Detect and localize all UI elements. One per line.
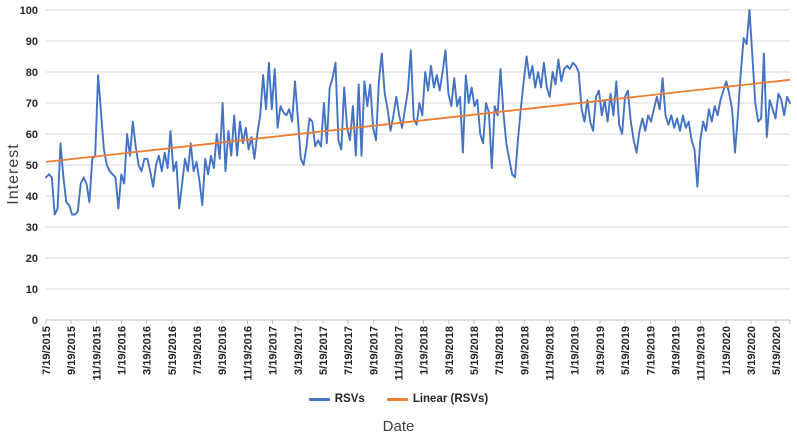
x-tick-label: 5/19/2019 <box>620 326 632 375</box>
x-tick-label: 1/19/2019 <box>570 326 582 375</box>
x-axis-title: Date <box>382 418 415 435</box>
x-tick-label: 11/19/2017 <box>394 326 406 380</box>
legend-label-linear: Linear (RSVs) <box>412 393 489 405</box>
x-axis <box>45 319 791 324</box>
x-tick-label: 1/19/2017 <box>268 326 280 375</box>
x-tick-label: 3/19/2019 <box>595 326 607 375</box>
y-tick-label: 70 <box>26 98 38 110</box>
series-lines <box>45 9 791 216</box>
y-tick-label: 100 <box>20 5 38 17</box>
y-tick-label: 20 <box>26 253 38 265</box>
x-tick-label: 1/19/2020 <box>721 326 733 375</box>
y-tick-label: 0 <box>32 315 38 327</box>
x-tick-label: 5/19/2020 <box>771 326 783 375</box>
x-tick-label: 7/19/2015 <box>41 326 53 375</box>
y-tick-label: 40 <box>26 191 38 203</box>
y-tick-label: 50 <box>26 160 38 172</box>
rsvs-line <box>45 9 791 216</box>
legend-item-rsvs: RSVs <box>308 393 365 405</box>
x-tick-label: 1/19/2018 <box>419 326 431 375</box>
x-tick-label: 3/19/2020 <box>746 326 758 375</box>
x-tick-label: 7/19/2018 <box>494 326 506 375</box>
y-axis-title: Interest <box>5 143 22 205</box>
y-tick-label: 10 <box>26 284 38 296</box>
x-tick-labels: 7/19/2015 9/19/2015 11/19/2015 1/19/2016 3/1… <box>41 326 783 380</box>
y-tick-label: 80 <box>26 67 38 79</box>
x-tick-label: 9/19/2018 <box>519 326 531 375</box>
x-tick-label: 11/19/2019 <box>696 326 708 380</box>
chart-svg: 0 10 20 30 40 50 60 70 80 90 100 7/19/2015 9/19/201… <box>20 5 791 380</box>
y-tick-label: 60 <box>26 129 38 141</box>
legend-label-rsvs: RSVs <box>334 393 365 405</box>
legend: RSVs Linear (RSVs) <box>0 393 797 405</box>
x-tick-label: 5/19/2016 <box>167 326 179 375</box>
y-tick-label: 30 <box>26 222 38 234</box>
legend-swatch-rsvs-line <box>308 397 330 401</box>
x-tick-label: 1/19/2016 <box>117 326 129 375</box>
x-tick-label: 7/19/2017 <box>343 326 355 375</box>
trend-line <box>45 78 791 163</box>
x-tick-label: 9/19/2019 <box>670 326 682 375</box>
x-tick-label: 7/19/2019 <box>645 326 657 375</box>
x-tick-label: 11/19/2018 <box>545 326 557 380</box>
x-tick-label: 11/19/2016 <box>242 326 254 380</box>
x-tick-label: 9/19/2015 <box>66 326 78 375</box>
y-tick-label: 90 <box>26 36 38 48</box>
legend-item-linear: Linear (RSVs) <box>386 393 489 405</box>
x-tick-label: 5/19/2017 <box>318 326 330 375</box>
x-tick-label: 3/19/2016 <box>142 326 154 375</box>
x-tick-label: 7/19/2016 <box>192 326 204 375</box>
x-tick-label: 3/19/2018 <box>444 326 456 375</box>
x-tick-label: 9/19/2016 <box>217 326 229 375</box>
x-tick-label: 3/19/2017 <box>293 326 305 375</box>
x-tick-label: 9/19/2017 <box>368 326 380 375</box>
y-tick-labels: 0 10 20 30 40 50 60 70 80 90 100 <box>20 5 38 327</box>
x-tick-label: 5/19/2018 <box>469 326 481 375</box>
x-tick-label: 11/19/2015 <box>91 326 103 380</box>
legend-swatch-linear-line <box>386 397 408 401</box>
